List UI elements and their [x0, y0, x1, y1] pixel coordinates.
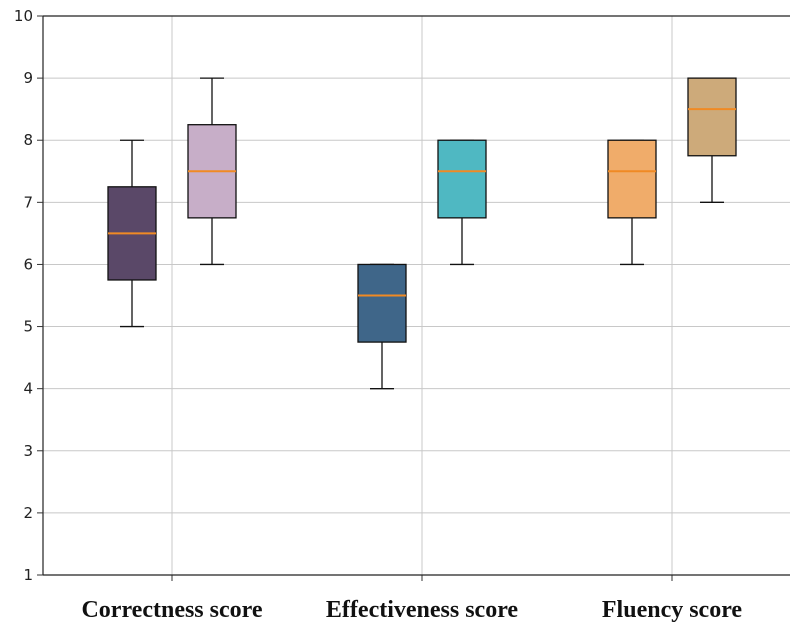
x-axis-categories: Correctness score Effectiveness score Flue… [81, 597, 742, 623]
y-tick-label-8: 8 [23, 131, 33, 149]
y-tick-label-1: 1 [23, 566, 33, 584]
box-0 [107, 139, 157, 328]
y-axis-ticks: 1 2 3 4 5 6 7 8 9 10 [14, 7, 43, 584]
axes [42, 15, 790, 581]
grid-lines [43, 16, 790, 575]
y-tick-label-2: 2 [23, 504, 33, 522]
x-category-label-0: Correctness score [81, 597, 262, 623]
box-5 [687, 77, 737, 203]
box-3 [437, 139, 487, 266]
box-4 [607, 139, 657, 266]
box-5-iqr [687, 77, 737, 157]
y-tick-label-3: 3 [23, 442, 33, 460]
box-3-iqr [437, 139, 487, 219]
x-category-label-2: Fluency score [602, 597, 743, 623]
x-category-label-1: Effectiveness score [326, 597, 519, 623]
box-4-iqr [607, 139, 657, 219]
y-tick-label-5: 5 [23, 318, 33, 336]
box-2-iqr [357, 263, 407, 343]
y-tick-label-10: 10 [14, 7, 33, 25]
box-series [107, 77, 737, 390]
y-tick-label-4: 4 [23, 380, 33, 398]
box-2 [357, 263, 407, 390]
box-1 [187, 77, 237, 266]
y-tick-label-7: 7 [23, 193, 33, 211]
y-tick-label-6: 6 [23, 255, 33, 273]
y-tick-label-9: 9 [23, 69, 33, 87]
